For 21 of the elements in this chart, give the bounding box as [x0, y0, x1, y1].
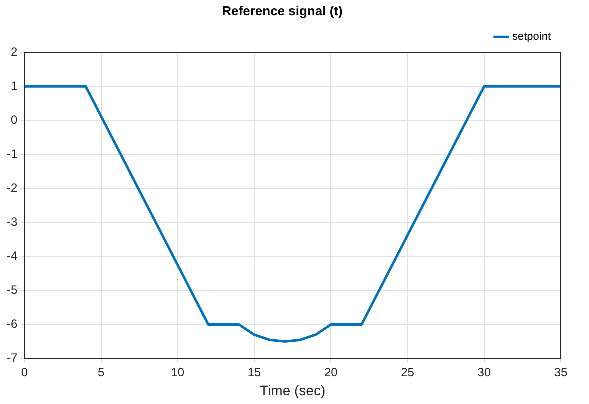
x-axis-title: Time (sec)	[260, 382, 326, 398]
chart-title: Reference signal (t)	[222, 3, 343, 18]
y-tick-label: 2	[10, 44, 18, 59]
x-tick-label: 35	[554, 365, 568, 380]
y-tick-label: -5	[7, 283, 18, 298]
x-tick-label: 20	[324, 365, 338, 380]
x-tick-label: 15	[248, 365, 262, 380]
x-tick-label: 30	[478, 365, 492, 380]
y-tick-label: -4	[7, 249, 18, 264]
y-tick-label: 1	[10, 78, 18, 93]
y-tick-label: -2	[7, 181, 18, 195]
x-tick-label: 10	[171, 365, 185, 380]
y-tick-label: 0	[10, 112, 18, 127]
y-tick-label: -3	[7, 215, 18, 230]
legend-label: setpoint	[512, 31, 552, 44]
y-tick-label: -7	[7, 351, 18, 366]
y-tick-label: -1	[7, 146, 18, 161]
y-tick-label: -6	[7, 317, 18, 332]
x-tick-label: 0	[21, 365, 28, 380]
x-tick-label: 25	[401, 365, 415, 380]
x-tick-label: 5	[98, 365, 105, 380]
